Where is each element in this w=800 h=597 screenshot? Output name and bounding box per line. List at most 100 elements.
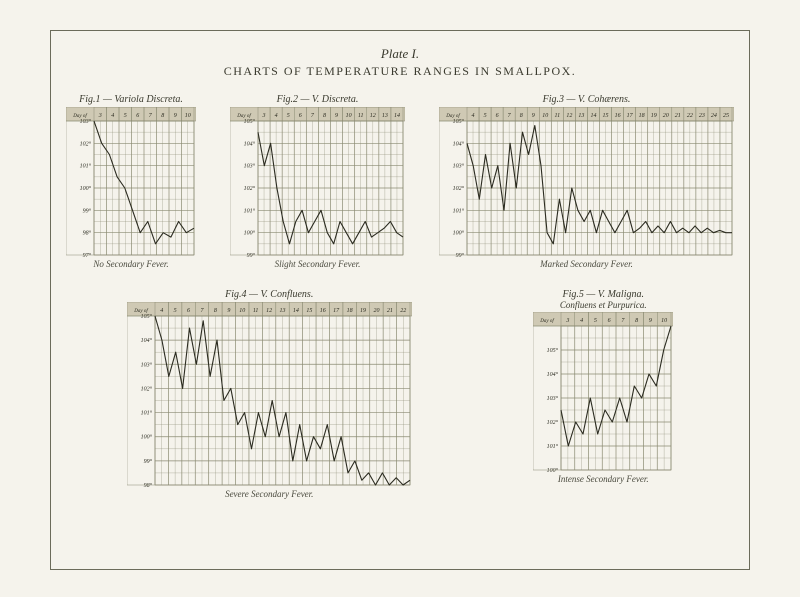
svg-text:100°: 100° xyxy=(453,230,465,237)
svg-text:104°: 104° xyxy=(547,371,559,378)
svg-text:21: 21 xyxy=(387,308,393,314)
svg-text:99°: 99° xyxy=(83,207,92,214)
svg-text:12: 12 xyxy=(566,113,572,119)
page: Plate I. CHARTS OF TEMPERATURE RANGES IN… xyxy=(0,0,800,597)
svg-text:13: 13 xyxy=(578,113,584,119)
svg-text:101°: 101° xyxy=(80,163,92,170)
svg-text:4: 4 xyxy=(580,317,583,324)
fig3-block: Fig.3 — V. Cohærens. Day of4567891011121… xyxy=(439,94,734,269)
svg-text:4: 4 xyxy=(275,112,278,119)
svg-text:15: 15 xyxy=(306,308,312,314)
plate-label: Plate I. xyxy=(66,46,734,62)
svg-text:101°: 101° xyxy=(244,207,256,214)
fig3-title: Fig.3 — V. Cohærens. xyxy=(543,94,631,105)
svg-text:16: 16 xyxy=(615,113,621,119)
fig5-block: Fig.5 — V. Maligna. Confluens et Purpuri… xyxy=(533,289,673,499)
svg-text:99°: 99° xyxy=(456,252,465,257)
svg-text:100°: 100° xyxy=(80,185,92,192)
svg-text:6: 6 xyxy=(187,308,190,314)
fig4-caption: Severe Secondary Fever. xyxy=(225,489,313,499)
svg-text:100°: 100° xyxy=(244,230,256,237)
svg-text:22: 22 xyxy=(400,308,406,314)
svg-text:16: 16 xyxy=(320,308,326,314)
svg-text:105°: 105° xyxy=(453,118,465,125)
svg-text:11: 11 xyxy=(555,113,561,119)
svg-text:12: 12 xyxy=(266,308,272,314)
svg-text:19: 19 xyxy=(360,308,366,314)
svg-text:99°: 99° xyxy=(143,458,152,465)
svg-text:3: 3 xyxy=(566,318,570,324)
svg-text:102°: 102° xyxy=(80,140,92,147)
svg-text:104°: 104° xyxy=(244,140,256,147)
fig3-caption: Marked Secondary Fever. xyxy=(540,259,633,269)
svg-text:9: 9 xyxy=(335,113,338,119)
svg-text:100°: 100° xyxy=(140,434,152,441)
fig5-caption: Intense Secondary Fever. xyxy=(558,474,649,484)
svg-text:8: 8 xyxy=(161,113,164,119)
svg-text:10: 10 xyxy=(346,113,352,119)
chart-row-1: Fig.1 — Variola Discreta. Day of34567891… xyxy=(66,94,734,269)
svg-text:98°: 98° xyxy=(143,482,152,487)
fig1-block: Fig.1 — Variola Discreta. Day of34567891… xyxy=(66,94,196,269)
svg-text:103°: 103° xyxy=(453,163,465,170)
svg-text:23: 23 xyxy=(699,113,705,119)
svg-text:105°: 105° xyxy=(140,313,152,320)
fig3-chart: Day of4567891011121314151617181920212223… xyxy=(439,107,734,257)
svg-text:11: 11 xyxy=(253,308,259,314)
fig1-chart: Day of345678910103°102°101°100°99°98°97° xyxy=(66,107,196,257)
svg-text:14: 14 xyxy=(293,307,299,314)
svg-text:97°: 97° xyxy=(83,252,92,257)
svg-text:3: 3 xyxy=(98,113,102,119)
svg-text:5: 5 xyxy=(287,113,290,119)
svg-text:4: 4 xyxy=(472,112,475,119)
svg-text:5: 5 xyxy=(173,308,176,314)
svg-text:5: 5 xyxy=(594,318,597,324)
svg-text:98°: 98° xyxy=(83,230,92,237)
svg-text:17: 17 xyxy=(627,113,634,119)
svg-text:103°: 103° xyxy=(547,395,559,402)
svg-text:104°: 104° xyxy=(453,140,465,147)
svg-text:20: 20 xyxy=(663,113,669,119)
svg-text:6: 6 xyxy=(136,113,139,119)
svg-text:3: 3 xyxy=(262,113,266,119)
svg-text:10: 10 xyxy=(239,308,245,314)
svg-text:8: 8 xyxy=(520,113,523,119)
svg-text:17: 17 xyxy=(333,308,340,314)
svg-text:8: 8 xyxy=(214,308,217,314)
fig1-caption: No Secondary Fever. xyxy=(93,259,168,269)
fig2-chart: Day of34567891011121314105°104°103°102°1… xyxy=(230,107,405,257)
svg-text:10: 10 xyxy=(542,113,548,119)
svg-text:105°: 105° xyxy=(244,118,256,125)
svg-text:6: 6 xyxy=(496,113,499,119)
svg-text:18: 18 xyxy=(346,308,352,314)
fig2-caption: Slight Secondary Fever. xyxy=(275,259,361,269)
fig2-title: Fig.2 — V. Discreta. xyxy=(277,94,359,105)
svg-text:102°: 102° xyxy=(453,185,465,192)
svg-text:104°: 104° xyxy=(140,337,152,344)
svg-text:102°: 102° xyxy=(547,419,559,426)
svg-text:15: 15 xyxy=(603,113,609,119)
fig1-title: Fig.1 — Variola Discreta. xyxy=(79,94,183,105)
fig4-title: Fig.4 — V. Confluens. xyxy=(225,289,313,300)
svg-text:6: 6 xyxy=(299,113,302,119)
plate-frame: Plate I. CHARTS OF TEMPERATURE RANGES IN… xyxy=(50,30,750,570)
svg-text:101°: 101° xyxy=(453,207,465,214)
svg-text:25: 25 xyxy=(723,113,729,119)
svg-text:19: 19 xyxy=(651,113,657,119)
svg-text:24: 24 xyxy=(711,112,717,119)
svg-text:103°: 103° xyxy=(80,118,92,125)
svg-text:99°: 99° xyxy=(247,252,256,257)
svg-text:10: 10 xyxy=(185,113,191,119)
fig5-chart: Day of345678910105°104°103°102°101°100° xyxy=(533,312,673,472)
svg-text:105°: 105° xyxy=(547,347,559,354)
main-title: CHARTS OF TEMPERATURE RANGES IN SMALLPOX… xyxy=(66,64,734,79)
svg-text:5: 5 xyxy=(124,113,127,119)
svg-text:101°: 101° xyxy=(547,443,559,450)
fig4-chart: Day of4567891011121314151617181920212210… xyxy=(127,302,412,487)
svg-text:8: 8 xyxy=(635,318,638,324)
fig2-block: Fig.2 — V. Discreta. Day of3456789101112… xyxy=(230,94,405,269)
svg-text:4: 4 xyxy=(111,112,114,119)
svg-text:9: 9 xyxy=(649,318,652,324)
svg-text:14: 14 xyxy=(590,112,596,119)
fig4-block: Fig.4 — V. Confluens. Day of456789101112… xyxy=(127,289,412,499)
